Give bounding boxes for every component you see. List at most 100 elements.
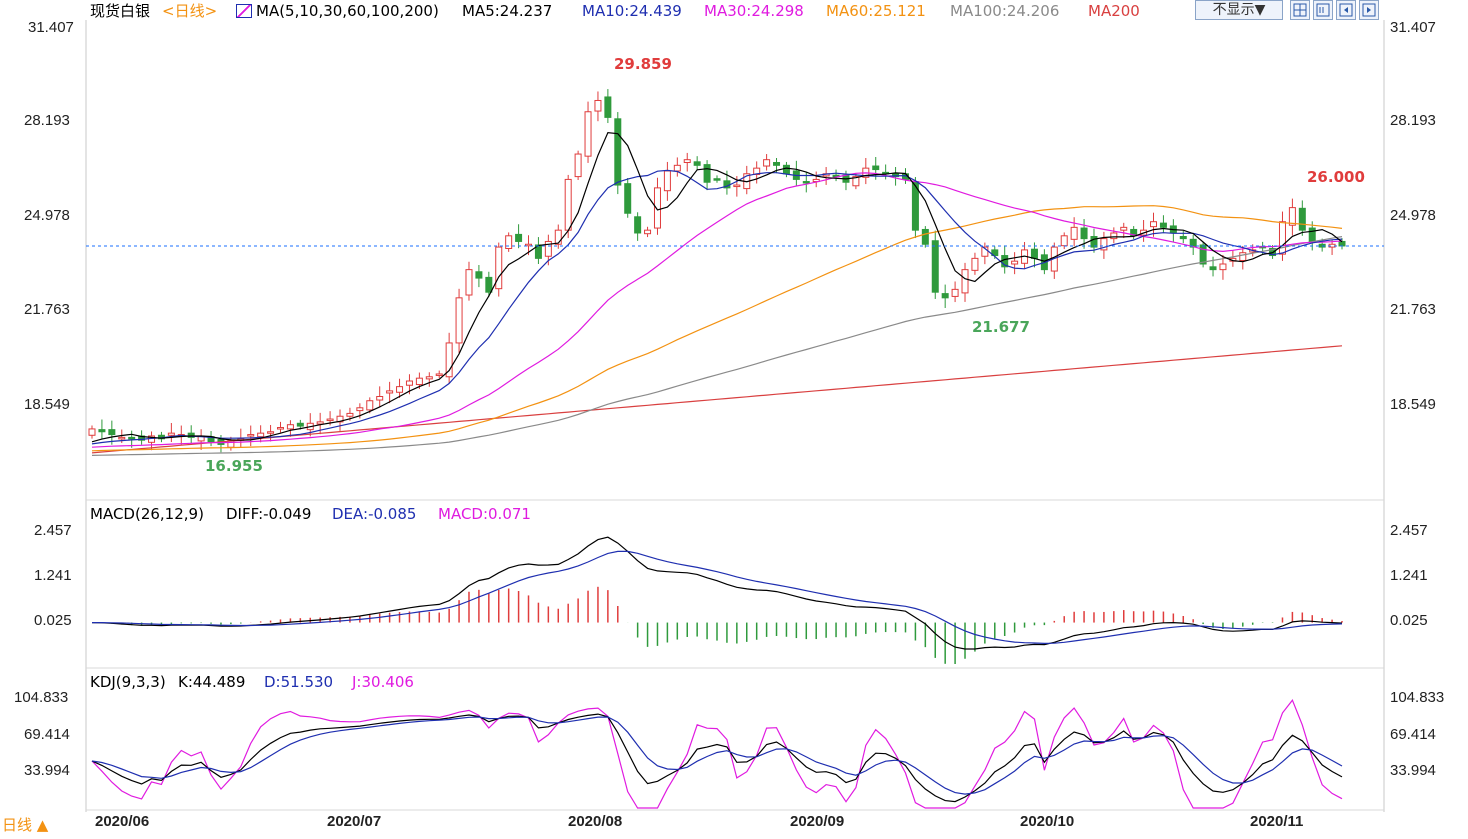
ma10-line: [91, 169, 1343, 445]
candle-body: [376, 396, 384, 401]
j-line: [91, 699, 1343, 809]
candle-body: [594, 99, 602, 112]
panel-left-icon[interactable]: [1336, 0, 1356, 20]
x-tick-oct: 2020/10: [1020, 813, 1075, 830]
candle-body: [118, 436, 126, 440]
candle-body: [663, 170, 671, 192]
candle-body: [1070, 226, 1078, 240]
candle-body: [564, 178, 572, 231]
hide-toggle-button[interactable]: 不显示▼: [1195, 0, 1283, 20]
candle-body: [892, 173, 900, 178]
candle-body: [346, 412, 354, 417]
candle-body: [1219, 263, 1227, 271]
panel-icon[interactable]: [1313, 0, 1333, 20]
kdj-tick-left-3: 33.994: [24, 762, 70, 779]
candle-body: [981, 246, 989, 257]
recent-high-label: 26.000: [1307, 168, 1365, 186]
kdj-tick-right-1: 104.833: [1390, 689, 1445, 706]
candle-body: [673, 164, 681, 172]
kdj-k-value: K:44.489: [178, 673, 246, 691]
candle-body: [703, 164, 711, 183]
candle-body: [852, 176, 860, 187]
ma10-value: MA10:24.439: [582, 2, 682, 20]
candle-body: [584, 111, 592, 157]
candle-body: [495, 246, 503, 290]
candle-body: [88, 428, 96, 436]
candle-body: [415, 377, 423, 386]
candle-body: [574, 153, 582, 178]
kdj-d-value: D:51.530: [264, 673, 334, 691]
candle-body: [1150, 221, 1158, 228]
candle-body: [733, 184, 741, 188]
x-tick-aug: 2020/08: [568, 813, 623, 830]
ma60-line: [91, 205, 1343, 452]
candle-body: [763, 159, 771, 167]
candle-body: [286, 424, 294, 430]
candle-body: [931, 240, 939, 293]
candle-body: [713, 178, 721, 181]
kdj-tick-left-1: 104.833: [14, 689, 69, 706]
candle-body: [653, 187, 661, 229]
panel-right-icon[interactable]: [1359, 0, 1379, 20]
candle-body: [1060, 235, 1068, 247]
macd-tick-right-1: 2.457: [1390, 522, 1428, 539]
grid-icon[interactable]: [1290, 0, 1310, 20]
kdj-j-value: J:30.406: [352, 673, 414, 691]
candle-body: [1199, 244, 1207, 265]
high-marker-label: 29.859: [614, 55, 672, 73]
macd-tick-left-3: 0.025: [34, 612, 72, 629]
macd-label: MACD(26,12,9): [90, 505, 204, 523]
candle-body: [465, 269, 473, 296]
candle-body: [1090, 236, 1098, 248]
candle-body: [624, 183, 632, 214]
ma5-line: [91, 131, 1343, 443]
x-tick-nov: 2020/11: [1250, 813, 1304, 830]
y-tick-right-5: 18.549: [1390, 396, 1436, 413]
y-tick-left-4: 21.763: [24, 301, 70, 318]
candle-body: [991, 249, 999, 257]
candle-body: [544, 240, 552, 257]
instrument-title: 现货白银: [90, 2, 151, 20]
ma-group-label: MA(5,10,30,60,100,200): [256, 2, 439, 20]
candle-body: [1030, 248, 1038, 259]
candle-body: [247, 434, 255, 437]
dea-line: [92, 550, 1343, 645]
candle-body: [445, 342, 453, 378]
x-tick-jul: 2020/07: [327, 813, 382, 830]
kdj-label: KDJ(9,3,3): [90, 673, 166, 691]
macd-hist-value: MACD:0.071: [438, 505, 531, 523]
candle-body: [1120, 226, 1128, 231]
y-tick-left-5: 18.549: [24, 396, 70, 413]
candle-body: [1159, 222, 1167, 228]
kdj-tick-right-3: 33.994: [1390, 762, 1436, 779]
x-tick-sep: 2020/09: [790, 813, 845, 830]
candle-body: [108, 429, 116, 436]
candle-body: [405, 380, 413, 386]
x-tick-jun: 2020/06: [95, 813, 150, 830]
candle-body: [773, 162, 781, 166]
y-tick-right-3: 24.978: [1390, 207, 1436, 224]
ma100-value: MA100:24.206: [950, 2, 1060, 20]
candle-body: [802, 181, 810, 184]
y-tick-right-2: 28.193: [1390, 112, 1436, 129]
candle-body: [753, 167, 761, 175]
candle-body: [296, 422, 304, 427]
low-marker-label: 21.677: [972, 318, 1030, 336]
candle-body: [505, 235, 513, 249]
candle-body: [782, 164, 790, 175]
macd-tick-right-3: 0.025: [1390, 612, 1428, 629]
candle-body: [1308, 227, 1316, 242]
candle-body: [167, 432, 175, 436]
candle-body: [396, 386, 404, 393]
candle-body: [554, 229, 562, 245]
period-selector-button[interactable]: 日线 ▲: [2, 816, 49, 834]
candle-body: [455, 297, 463, 344]
ma60-value: MA60:25.121: [826, 2, 926, 20]
candle-body: [1179, 236, 1187, 240]
period-label[interactable]: <日线>: [162, 2, 218, 20]
kdj-tick-left-2: 69.414: [24, 726, 70, 743]
y-tick-left-2: 28.193: [24, 112, 70, 129]
candle-body: [872, 165, 880, 171]
